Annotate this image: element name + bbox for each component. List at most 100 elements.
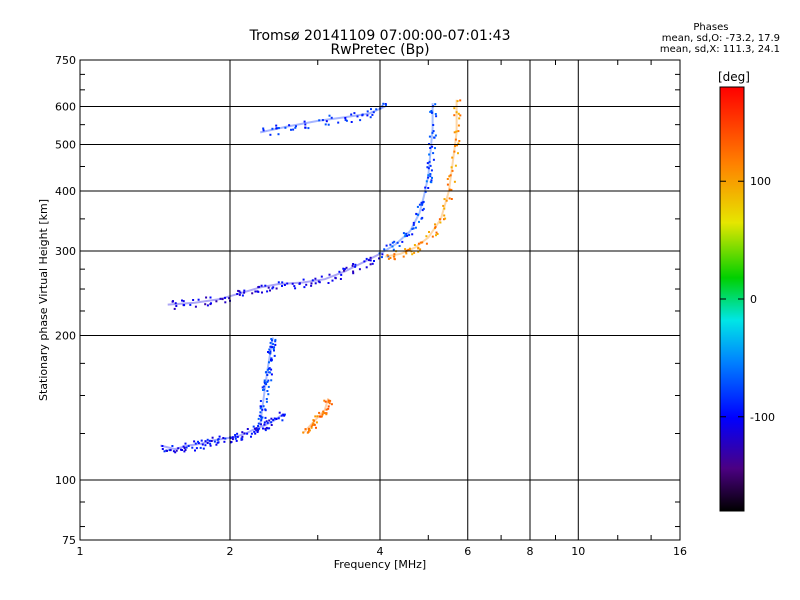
- data-point: [381, 253, 384, 256]
- data-point: [223, 440, 226, 443]
- data-point: [260, 417, 263, 420]
- data-point: [263, 379, 266, 382]
- data-point: [445, 199, 448, 202]
- data-point: [310, 425, 313, 428]
- data-point: [393, 240, 396, 243]
- data-point: [269, 352, 272, 355]
- data-point: [282, 413, 285, 416]
- data-point: [264, 429, 267, 432]
- data-point: [197, 298, 200, 301]
- data-point: [321, 119, 324, 122]
- y-tick-label: 400: [55, 185, 76, 198]
- data-point: [166, 449, 168, 452]
- colorbar-tick-label: -100: [750, 411, 775, 424]
- data-point: [187, 445, 190, 447]
- data-point: [302, 431, 305, 434]
- data-point: [267, 385, 270, 388]
- data-point: [398, 245, 401, 247]
- data-point: [318, 281, 321, 284]
- data-point: [314, 277, 317, 280]
- data-point: [269, 289, 271, 292]
- data-point: [265, 420, 268, 423]
- data-point: [328, 273, 331, 276]
- data-point: [171, 445, 174, 447]
- colorbar-unit: [deg]: [718, 70, 750, 84]
- data-point: [262, 405, 265, 408]
- data-point: [204, 440, 207, 443]
- data-point: [269, 350, 272, 353]
- data-point: [314, 415, 317, 418]
- data-point: [381, 256, 383, 259]
- data-points: [160, 99, 462, 454]
- data-point: [330, 403, 333, 406]
- data-point: [265, 426, 268, 429]
- data-point: [425, 235, 428, 238]
- trace-line: [302, 398, 330, 435]
- data-point: [257, 417, 260, 420]
- data-point: [402, 255, 405, 258]
- data-point: [270, 424, 273, 426]
- data-point: [294, 287, 297, 290]
- data-point: [175, 305, 178, 307]
- data-point: [272, 347, 275, 350]
- data-point: [270, 368, 273, 371]
- data-point: [271, 287, 274, 290]
- data-point: [278, 411, 281, 414]
- data-point: [443, 207, 446, 210]
- data-point: [274, 343, 277, 346]
- data-point: [257, 425, 260, 427]
- data-point: [416, 205, 419, 208]
- data-point: [389, 257, 392, 259]
- data-point: [270, 359, 272, 361]
- data-point: [252, 425, 255, 428]
- data-point: [181, 299, 183, 302]
- data-point: [369, 259, 372, 262]
- x-tick-label: 2: [227, 545, 234, 558]
- data-point: [206, 438, 209, 441]
- grid-lines: [80, 60, 680, 540]
- data-point: [393, 255, 396, 258]
- data-point: [366, 114, 369, 117]
- data-point: [411, 228, 414, 230]
- data-point: [304, 428, 307, 431]
- data-point: [431, 131, 434, 134]
- data-point: [420, 201, 423, 204]
- data-point: [448, 175, 451, 178]
- data-point: [266, 368, 269, 371]
- data-point: [281, 285, 283, 287]
- data-point: [411, 233, 414, 236]
- data-point: [237, 289, 240, 292]
- data-point: [267, 351, 269, 353]
- data-point: [270, 421, 273, 424]
- data-point: [421, 203, 424, 206]
- trace-line: [259, 105, 386, 134]
- data-point: [443, 198, 446, 201]
- data-point: [259, 415, 262, 418]
- data-point: [263, 421, 266, 424]
- data-point: [457, 142, 460, 145]
- data-point: [262, 129, 265, 132]
- data-point: [184, 442, 187, 445]
- data-point: [217, 438, 220, 441]
- x-tick-label: 6: [464, 545, 471, 558]
- data-point: [433, 136, 436, 139]
- data-point: [443, 218, 445, 221]
- data-point: [430, 169, 433, 172]
- data-point: [264, 284, 267, 287]
- data-point: [352, 263, 355, 265]
- data-point: [241, 294, 244, 297]
- data-point: [277, 281, 280, 284]
- data-point: [435, 231, 438, 234]
- data-point: [392, 248, 395, 251]
- data-point: [303, 286, 306, 289]
- data-point: [327, 400, 330, 403]
- data-point: [425, 242, 428, 245]
- data-point: [183, 450, 186, 453]
- stats-x-line: mean, sd,X: 111.3, 24.1: [659, 44, 780, 55]
- data-point: [210, 440, 213, 442]
- data-point: [352, 272, 355, 275]
- data-point: [194, 449, 196, 452]
- data-point: [257, 429, 260, 432]
- y-tick-label: 200: [55, 330, 76, 343]
- data-point: [254, 427, 256, 430]
